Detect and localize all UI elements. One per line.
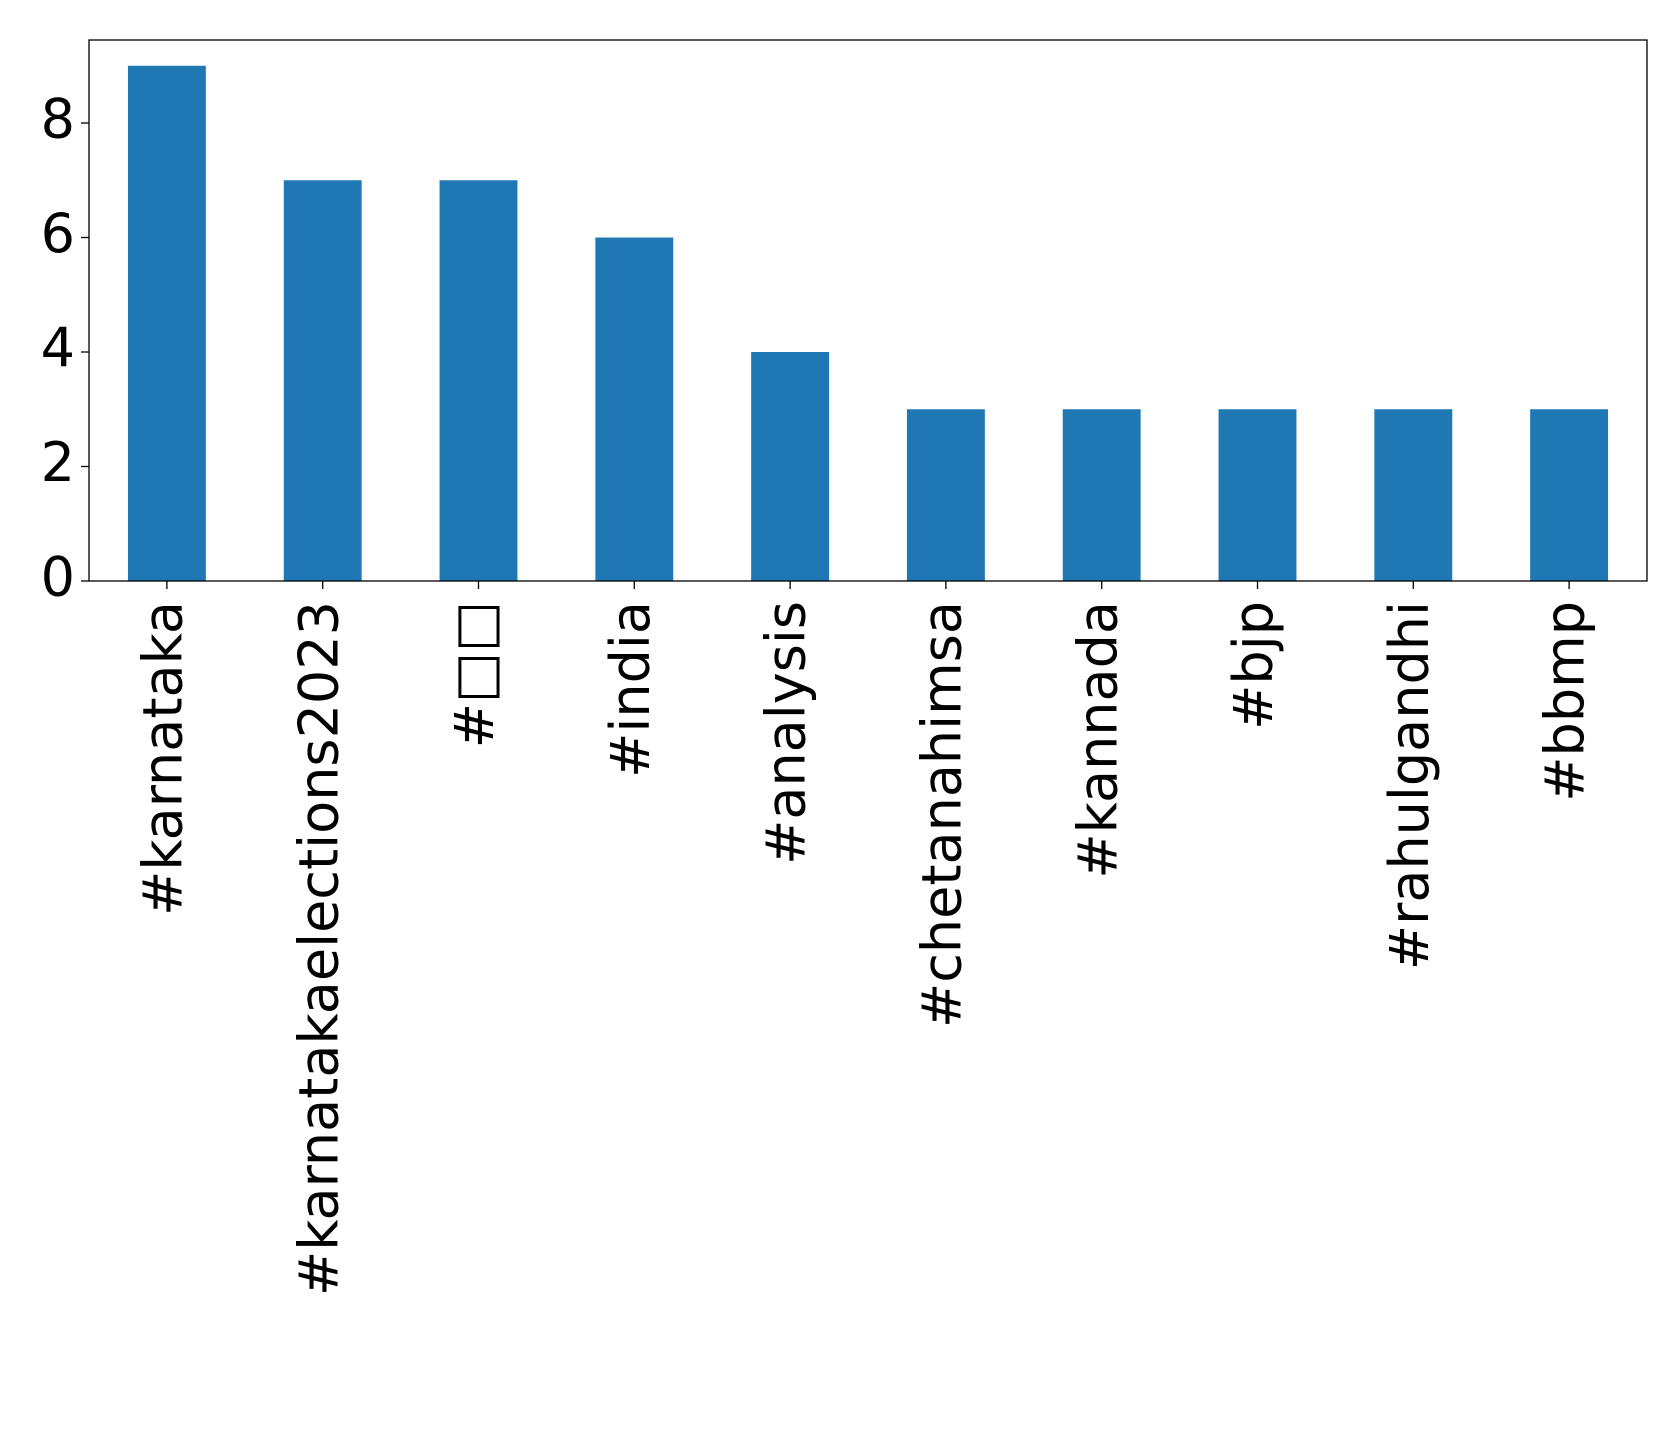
bar xyxy=(283,180,362,581)
bar xyxy=(127,65,206,581)
bar xyxy=(1218,409,1297,581)
bar xyxy=(439,180,518,581)
x-tick-label: #bbmp xyxy=(1534,601,1597,802)
y-tick-label: 4 xyxy=(41,317,75,380)
y-tick-label: 0 xyxy=(41,546,75,609)
x-tick-label: #analysis xyxy=(755,601,818,865)
bar xyxy=(1062,409,1141,581)
x-tick-label: #karnatakaelections2023 xyxy=(287,601,350,1296)
y-tick-label: 2 xyxy=(41,431,75,494)
x-tick-label: #karnataka xyxy=(132,601,195,916)
bar xyxy=(906,409,985,581)
x-tick-label: #bjp xyxy=(1222,601,1285,730)
plot-frame xyxy=(88,39,1648,582)
bar xyxy=(751,352,830,581)
x-tick-label: #india xyxy=(599,601,662,778)
x-tick-label: #□□ xyxy=(443,601,506,748)
x-tick-label: #kannada xyxy=(1066,601,1129,879)
bar xyxy=(595,237,674,581)
y-tick-label: 8 xyxy=(41,88,75,151)
x-tick-label: #rahulgandhi xyxy=(1378,601,1441,970)
bar xyxy=(1374,409,1453,581)
x-tick-label: #chetanahimsa xyxy=(911,601,974,1028)
y-tick-label: 6 xyxy=(41,202,75,265)
bar xyxy=(1530,409,1609,581)
